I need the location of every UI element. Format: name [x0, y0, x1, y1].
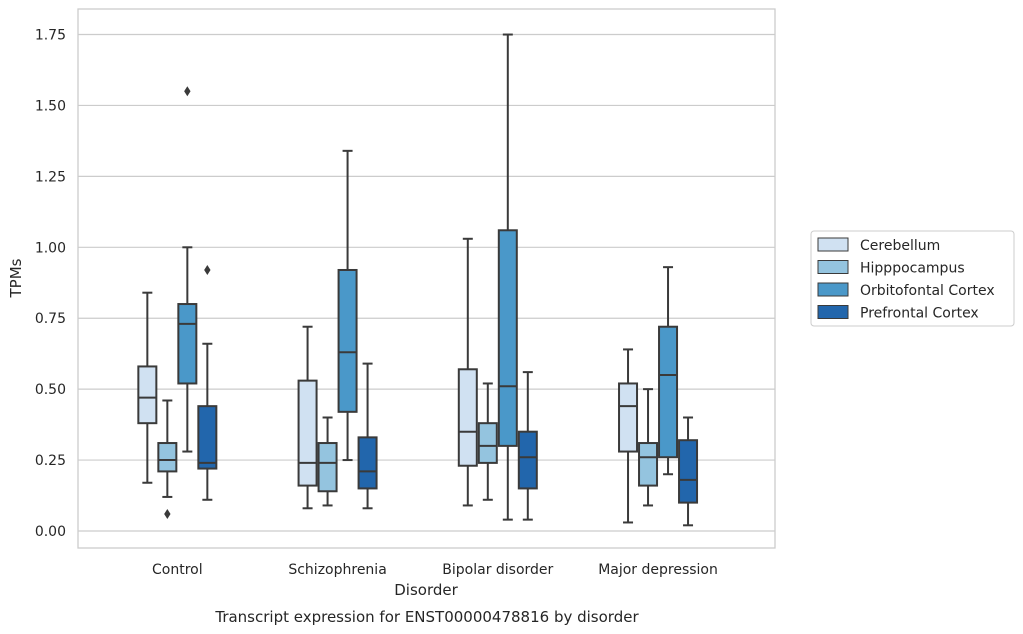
y-tick-label-0: 0.00	[35, 524, 66, 540]
y-tick-label-1: 0.25	[35, 453, 66, 469]
box-body	[137, 365, 158, 425]
box-1-1	[317, 416, 338, 507]
box-2-3	[658, 266, 679, 476]
box-body	[337, 268, 358, 413]
y-tick-label-4: 1.00	[35, 240, 66, 256]
legend-frame	[810, 230, 1015, 327]
legend-label-2: Orbitofontal Cortex	[860, 283, 995, 299]
box-0-2	[457, 237, 478, 507]
y-tick-label-2: 0.50	[35, 382, 66, 398]
boxes	[137, 33, 699, 527]
plot-frame	[77, 8, 776, 549]
box-body	[517, 430, 538, 490]
legend-swatch-3	[817, 305, 849, 319]
box-1-2	[477, 382, 498, 501]
box-0-0	[137, 291, 158, 484]
chart-caption: Transcript expression for ENST0000047881…	[214, 608, 639, 626]
y-tick-label-7: 1.75	[35, 28, 66, 44]
box-2-1	[337, 149, 358, 462]
legend: Cerebellum Hipppocampus Orbitofontal Corte…	[810, 230, 1015, 327]
box-3-1	[357, 362, 378, 510]
outlier-0	[184, 86, 191, 97]
box-1-3	[638, 388, 659, 507]
box-2-2	[497, 33, 518, 521]
legend-label-3: Prefrontal Cortex	[860, 306, 979, 322]
y-tick-label-6: 1.50	[35, 98, 66, 114]
outlier-0	[164, 508, 171, 519]
outlier-0	[204, 264, 211, 275]
y-tick-labels: 0.00 0.25 0.50 0.75 1.00 1.25 1.50 1.75	[35, 28, 66, 540]
x-axis-label: Disorder	[394, 581, 458, 599]
x-tick-label-1: Schizophrenia	[288, 562, 386, 578]
box-3-0	[197, 264, 218, 501]
box-0-3	[618, 348, 639, 524]
box-body	[177, 303, 198, 385]
box-3-3	[678, 416, 699, 527]
box-body	[618, 382, 639, 453]
box-body	[678, 439, 699, 504]
x-tick-label-0: Control	[152, 562, 203, 578]
legend-swatch-2	[817, 282, 849, 297]
y-axis-label: TPMs	[7, 258, 25, 298]
box-body	[297, 379, 318, 487]
box-0-1	[297, 325, 318, 510]
box-body	[197, 405, 218, 470]
legend-label-0: Cerebellum	[860, 238, 940, 254]
legend-label-1: Hipppocampus	[860, 261, 965, 277]
legend-swatch-1	[817, 260, 849, 274]
box-body	[658, 325, 679, 459]
legend-swatch-0	[817, 237, 849, 252]
box-body	[317, 442, 338, 493]
x-tick-label-2: Bipolar disorder	[442, 562, 553, 578]
box-body	[157, 442, 178, 473]
box-body	[638, 442, 659, 487]
box-3-2	[517, 371, 538, 521]
box-body	[357, 436, 378, 490]
box-2-0	[177, 86, 198, 453]
y-tick-label-5: 1.25	[35, 169, 66, 185]
x-tick-labels: Control Schizophrenia Bipolar disorder Majo…	[152, 562, 718, 578]
box-1-0	[157, 399, 178, 519]
box-body	[477, 422, 498, 464]
box-body	[457, 368, 478, 467]
box-body	[497, 229, 518, 447]
y-tick-label-3: 0.75	[35, 311, 66, 327]
x-tick-label-3: Major depression	[598, 562, 718, 578]
